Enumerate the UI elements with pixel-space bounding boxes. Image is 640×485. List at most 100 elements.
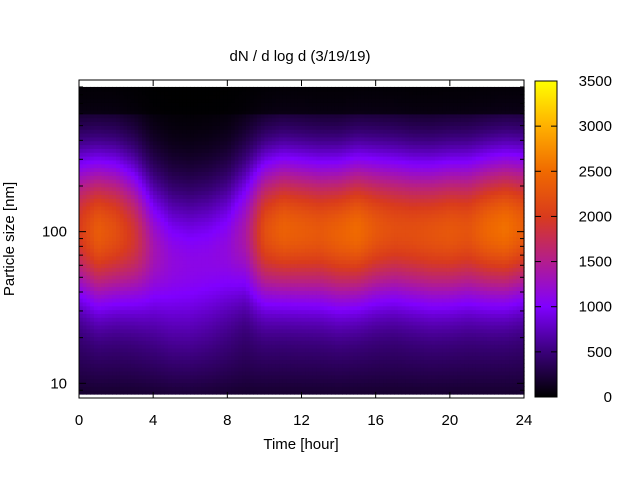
heatmap-cell: [257, 171, 262, 176]
heatmap-cell: [271, 248, 277, 253]
heatmap-cell: [79, 190, 84, 196]
heatmap-cell: [268, 98, 273, 103]
heatmap-cell: [182, 355, 188, 361]
heatmap-cell: [156, 163, 162, 169]
heatmap-cell: [245, 117, 251, 123]
heatmap-cell: [201, 221, 206, 226]
heatmap-cell: [205, 255, 210, 261]
heatmap-cell: [245, 382, 251, 387]
heatmap-cell: [275, 355, 280, 361]
heatmap-cell: [234, 386, 240, 391]
heatmap-cell: [138, 113, 143, 119]
heatmap-cell: [171, 175, 177, 180]
heatmap-cell: [175, 175, 180, 180]
heatmap-cell: [282, 328, 288, 334]
heatmap-cell: [134, 163, 139, 169]
heatmap-cell: [93, 290, 99, 295]
heatmap-cell: [138, 179, 143, 184]
heatmap-cell: [123, 175, 128, 180]
heatmap-cell: [164, 117, 169, 123]
heatmap-cell: [149, 167, 154, 172]
heatmap-cell: [90, 98, 95, 103]
heatmap-cell: [93, 328, 99, 334]
heatmap-cell: [201, 248, 206, 253]
heatmap-cell: [101, 213, 106, 219]
heatmap-cell: [227, 255, 232, 261]
heatmap-cell: [104, 370, 110, 376]
heatmap-cell: [279, 205, 284, 211]
heatmap-cell: [123, 298, 128, 303]
heatmap-cell: [242, 313, 247, 318]
heatmap-cell: [297, 359, 303, 364]
heatmap-cell: [104, 190, 110, 196]
heatmap-cell: [149, 140, 154, 146]
heatmap-cell: [275, 156, 280, 161]
heatmap-cell: [156, 374, 162, 380]
heatmap-cell: [286, 194, 291, 199]
heatmap-cell: [142, 275, 147, 280]
heatmap-cell: [104, 167, 110, 172]
heatmap-cell: [138, 282, 143, 288]
heatmap-cell: [182, 152, 188, 157]
heatmap-cell: [286, 309, 291, 314]
heatmap-cell: [127, 221, 132, 226]
heatmap-cell: [249, 232, 254, 238]
heatmap-cell: [112, 167, 117, 172]
heatmap-cell: [142, 321, 147, 326]
heatmap-cell: [130, 351, 136, 357]
heatmap-cell: [301, 294, 306, 299]
heatmap-cell: [90, 167, 95, 172]
heatmap-cell: [231, 175, 236, 180]
heatmap-cell: [242, 133, 247, 138]
heatmap-cell: [219, 355, 225, 361]
heatmap-cell: [134, 136, 139, 142]
heatmap-cell: [164, 125, 169, 130]
heatmap-cell: [275, 102, 280, 107]
heatmap-cell: [238, 213, 243, 219]
heatmap-cell: [264, 386, 269, 391]
heatmap-cell: [216, 232, 221, 238]
heatmap-cell: [119, 171, 125, 176]
heatmap-cell: [86, 255, 91, 261]
heatmap-cell: [127, 259, 132, 265]
heatmap-cell: [171, 275, 177, 280]
heatmap-cell: [279, 255, 284, 261]
heatmap-cell: [145, 301, 151, 307]
heatmap-cell: [257, 340, 262, 345]
heatmap-cell: [108, 125, 113, 130]
heatmap-cell: [205, 182, 210, 188]
heatmap-cell: [168, 221, 173, 226]
heatmap-cell: [205, 390, 210, 395]
heatmap-cell: [231, 86, 236, 92]
heatmap-cell: [264, 340, 269, 345]
heatmap-cell: [234, 194, 240, 199]
heatmap-cell: [101, 336, 106, 341]
heatmap-cell: [227, 109, 232, 115]
heatmap-cell: [79, 282, 84, 288]
heatmap-cell: [223, 351, 228, 357]
heatmap-cell: [234, 182, 240, 188]
heatmap-cell: [275, 340, 280, 345]
heatmap-cell: [182, 370, 188, 376]
heatmap-cell: [179, 332, 184, 338]
heatmap-cell: [201, 305, 206, 311]
heatmap-cell: [119, 282, 125, 288]
heatmap-cell: [260, 298, 266, 303]
heatmap-cell: [79, 225, 84, 230]
heatmap-cell: [219, 321, 225, 326]
heatmap-cell: [175, 255, 180, 261]
heatmap-cell: [90, 205, 95, 211]
heatmap-cell: [216, 163, 221, 169]
heatmap-cell: [308, 340, 314, 345]
heatmap-cell: [279, 98, 284, 103]
heatmap-cell: [142, 351, 147, 357]
heatmap-cell: [101, 363, 106, 368]
heatmap-cell: [93, 209, 99, 215]
heatmap-cell: [193, 240, 199, 245]
heatmap-cell: [186, 217, 191, 222]
heatmap-cell: [149, 125, 154, 130]
heatmap-cell: [86, 321, 91, 326]
heatmap-cell: [97, 109, 102, 115]
heatmap-cell: [245, 294, 251, 299]
heatmap-cell: [186, 390, 191, 395]
